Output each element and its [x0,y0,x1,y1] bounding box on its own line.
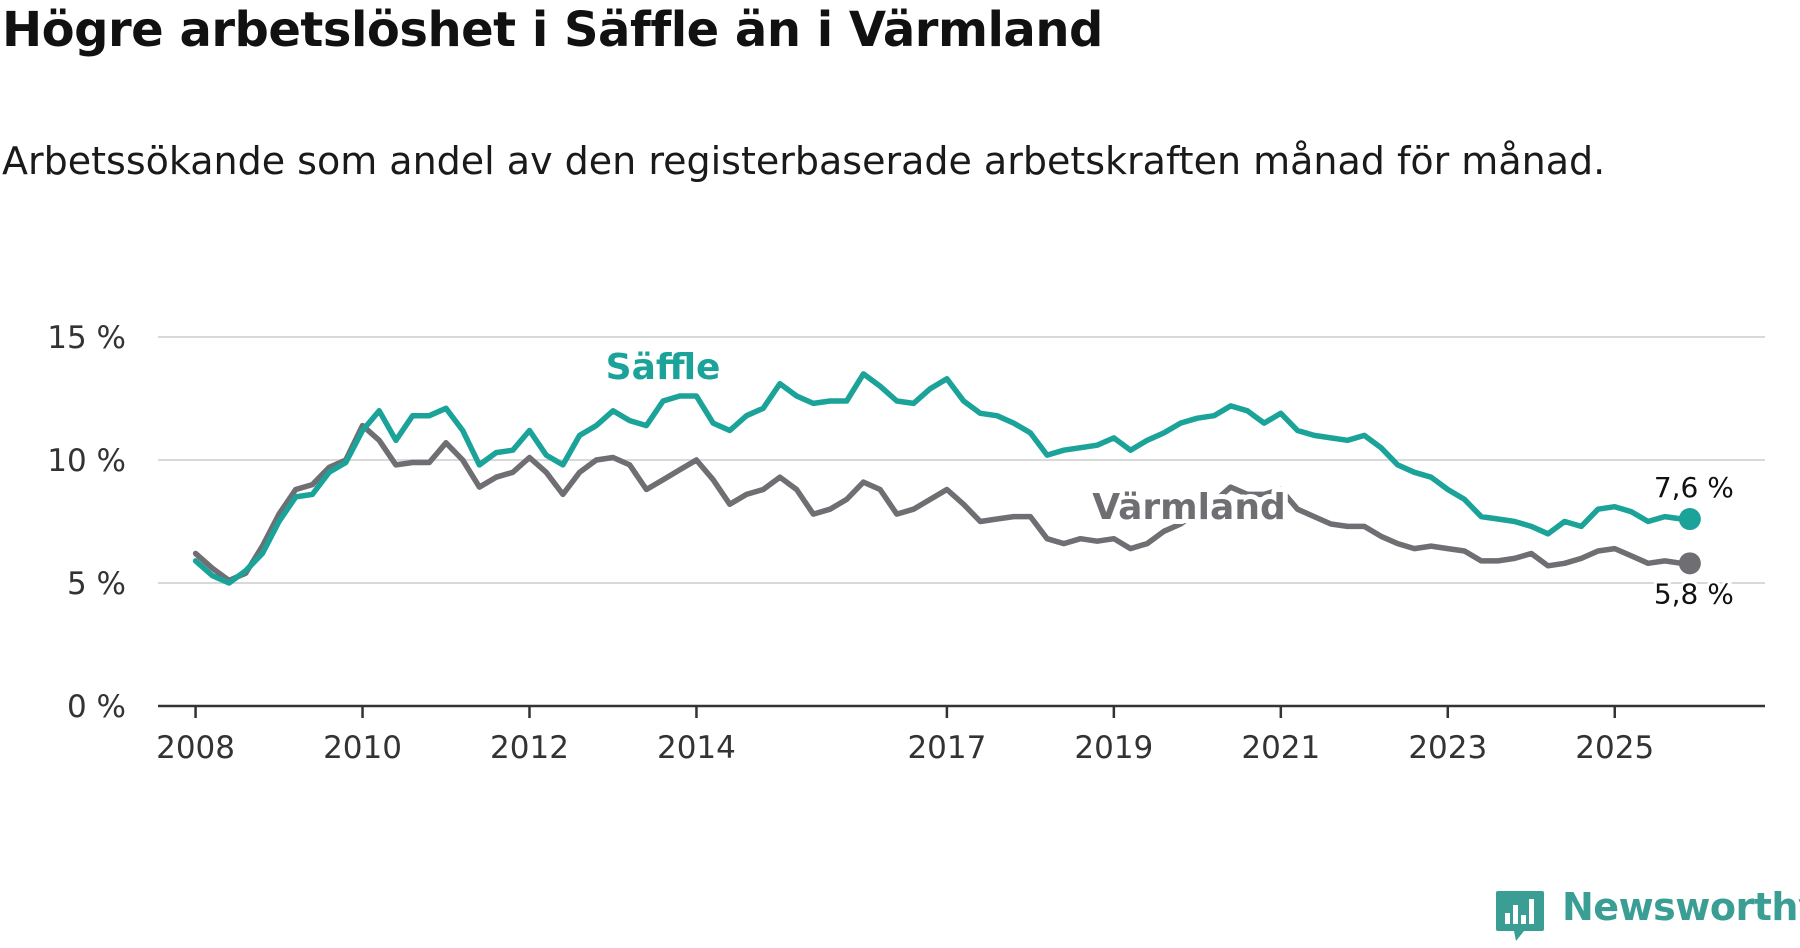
x-tick-label: 2014 [657,730,736,766]
end-point-saffle [1678,508,1701,531]
series-line-saffle [192,371,1693,586]
x-axis-ticks: 2008 2010 2012 2014 2017 2019 2021 2023 2025 [156,706,1654,766]
y-tick-label: 0 % [67,689,126,725]
series-lines [192,371,1701,586]
brand-name: Newsworthy [1562,885,1800,929]
x-tick-label: 2008 [156,730,235,766]
series-label-varmland: Värmland [1092,487,1285,528]
x-tick-label: 2023 [1408,730,1487,766]
y-axis-ticks: 0 % 5 % 10 % 15 % [47,320,126,725]
x-tick-label: 2010 [323,730,402,766]
series-line-varmland [192,422,1693,584]
newsworthy-logo-icon [1496,891,1544,941]
x-tick-label: 2017 [907,730,986,766]
series-label-saffle: Säffle [606,347,721,388]
x-tick-label: 2012 [490,730,569,766]
y-gridlines [158,336,1765,584]
end-point-varmland [1678,552,1701,575]
series-labels: Säffle Värmland 7,6 % 5,8 % [601,342,1737,614]
y-tick-label: 5 % [67,566,126,602]
end-label-saffle: 7,6 % [1654,471,1734,504]
y-tick-label: 15 % [47,320,126,356]
x-tick-label: 2025 [1575,730,1654,766]
chart-title: Högre arbetslöshet i Säffle än i Värmlan… [2,2,1103,58]
y-tick-label: 10 % [47,443,126,479]
x-tick-label: 2019 [1074,730,1153,766]
newsworthy-brand: Newsworthy [1490,883,1800,943]
x-tick-label: 2021 [1241,730,1320,766]
end-label-varmland: 5,8 % [1654,577,1734,610]
chart-subtitle: Arbetssökande som andel av den registerb… [2,139,1606,183]
